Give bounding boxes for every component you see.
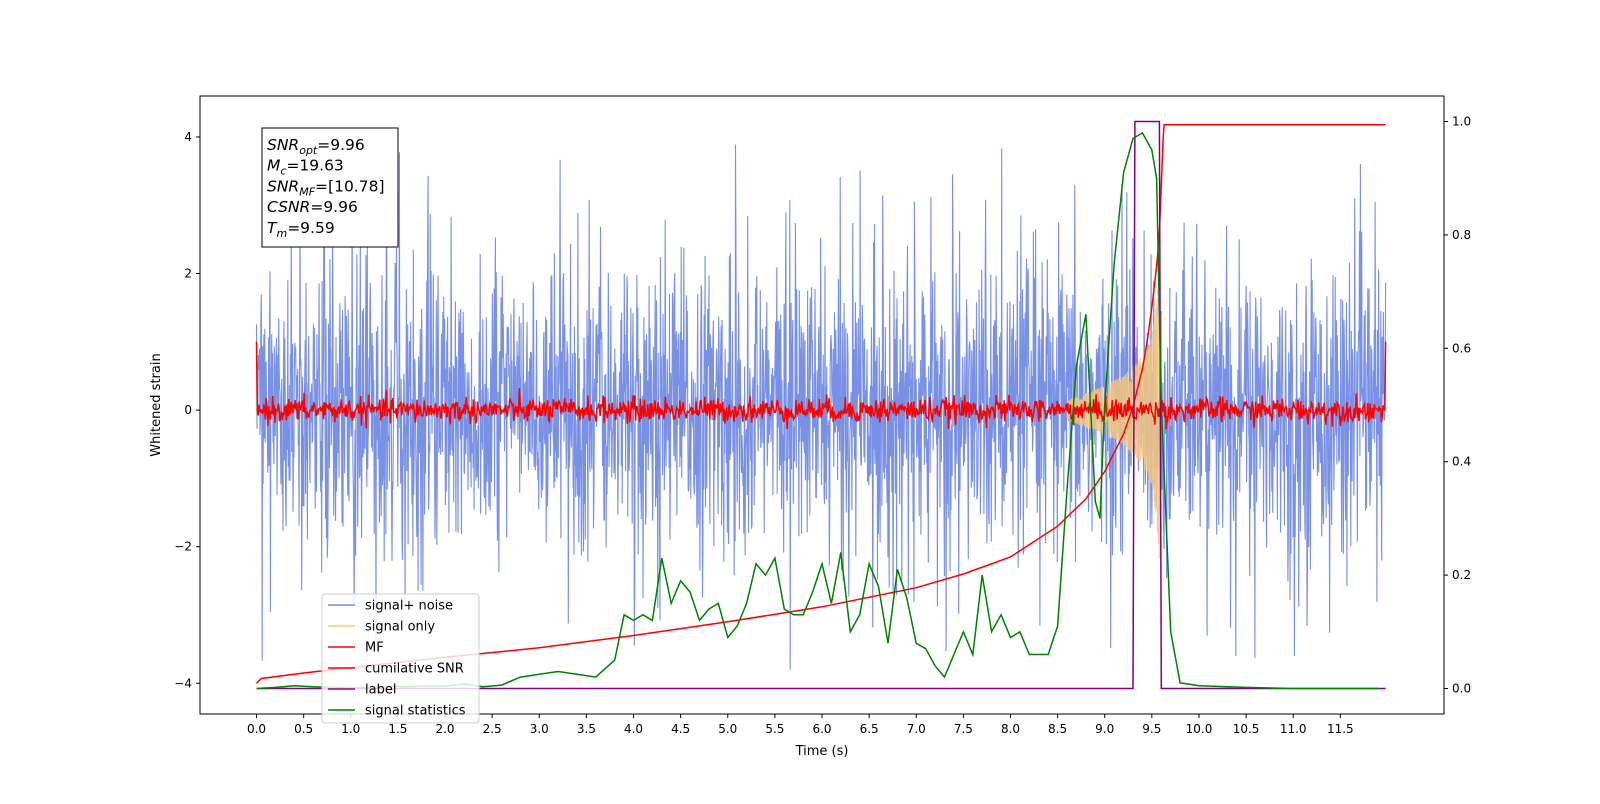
x-tick-label: 8.0 — [1001, 722, 1020, 736]
annotation-line: SNRopt=9.96 — [267, 136, 365, 157]
x-tick-label: 3.5 — [577, 722, 596, 736]
x-tick-label: 1.0 — [341, 722, 360, 736]
x-tick-label: 0.0 — [247, 722, 266, 736]
x-tick-label: 6.0 — [812, 722, 831, 736]
annotation-line: Tm=9.59 — [267, 219, 335, 240]
x-tick-label: 2.0 — [435, 722, 454, 736]
x-tick-label: 0.5 — [294, 722, 313, 736]
annotation-line: SNRMF=[10.78] — [267, 177, 385, 198]
legend-label: signal statistics — [365, 704, 466, 719]
x-tick-label: 3.0 — [530, 722, 549, 736]
x-tick-label: 9.0 — [1095, 722, 1114, 736]
y2-tick-label: 0.4 — [1452, 455, 1471, 469]
x-tick-label: 6.5 — [860, 722, 879, 736]
x-tick-label: 9.5 — [1142, 722, 1161, 736]
annotation-line: CSNR=9.96 — [267, 198, 358, 216]
annotation-frame — [261, 127, 399, 248]
y2-tick-label: 1.0 — [1452, 115, 1471, 129]
y-tick-label: 4 — [184, 130, 192, 144]
y-tick-label: −2 — [174, 540, 192, 554]
x-tick-label: 11.0 — [1280, 722, 1307, 736]
x-tick-label: 11.5 — [1327, 722, 1354, 736]
y-tick-label: 0 — [184, 403, 192, 417]
x-tick-label: 10.5 — [1233, 722, 1260, 736]
x-tick-label: 5.5 — [765, 722, 784, 736]
x-tick-label: 8.5 — [1048, 722, 1067, 736]
legend: signal+ noise signal only MF cumilative SNR… — [321, 593, 480, 724]
series-signal-statistics — [256, 131, 1378, 690]
y2-tick-label: 0.0 — [1452, 681, 1471, 695]
x-tick-label: 7.5 — [954, 722, 973, 736]
y2-tick-label: 0.8 — [1452, 228, 1471, 242]
legend-label: signal+ noise — [365, 599, 453, 614]
y2-tick-label: 0.2 — [1452, 568, 1471, 582]
series-mf — [255, 341, 1387, 430]
y-axis-label: Whitened strain — [149, 353, 164, 456]
legend-label: label — [365, 683, 396, 698]
legend-label: signal only — [365, 620, 435, 635]
y2-tick-label: 0.6 — [1452, 341, 1471, 355]
annotation-box: SNRopt=9.96Mc=19.63SNRMF=[10.78]CSNR=9.9… — [261, 127, 399, 248]
y-tick-label: 2 — [184, 267, 192, 281]
legend-frame — [321, 593, 480, 724]
x-tick-label: 1.5 — [388, 722, 407, 736]
annotation-line: Mc=19.63 — [267, 157, 344, 178]
axes: 0.0 0.5 1.0 1.5 2.0 2.5 3.0 3.5 4.0 4.5 5.0 5.5 6.0 6… — [174, 115, 1471, 736]
x-axis-label: Time (s) — [795, 744, 849, 759]
x-tick-label: 2.5 — [483, 722, 502, 736]
x-tick-label: 4.0 — [624, 722, 643, 736]
series-label — [256, 120, 1386, 690]
legend-label: MF — [365, 641, 384, 656]
legend-label: cumilative SNR — [365, 662, 464, 677]
x-tick-label: 7.0 — [907, 722, 926, 736]
x-tick-label: 4.5 — [671, 722, 690, 736]
y-tick-label: −4 — [174, 676, 192, 690]
x-tick-label: 10.0 — [1186, 722, 1213, 736]
x-tick-label: 5.0 — [718, 722, 737, 736]
